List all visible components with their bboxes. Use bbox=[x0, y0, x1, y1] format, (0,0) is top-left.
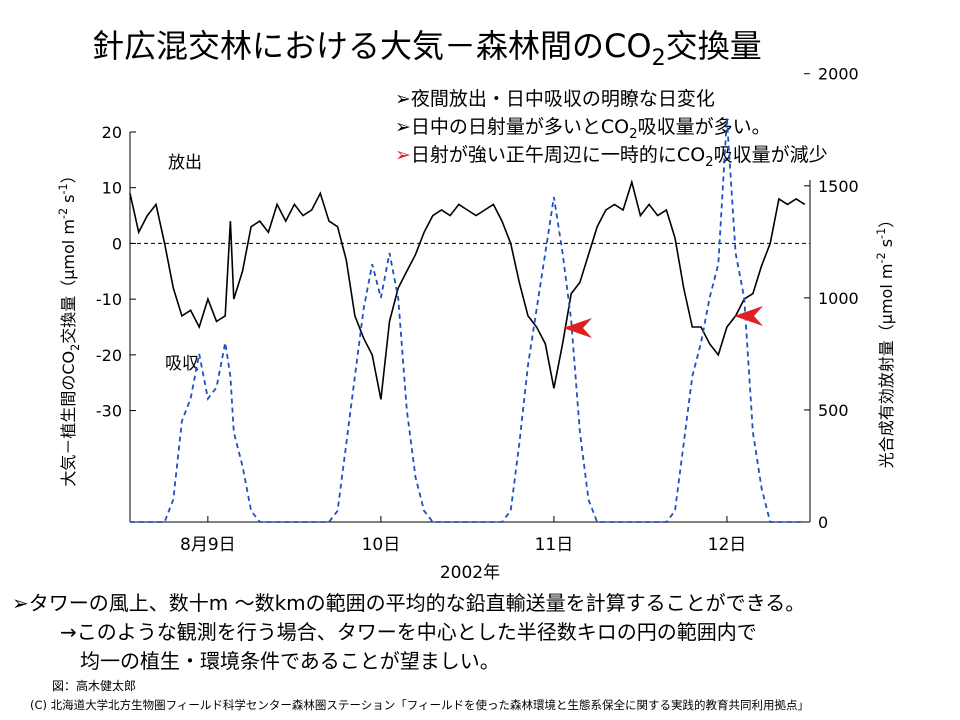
label-part: -2 bbox=[57, 208, 70, 219]
x-tick-label: 12日 bbox=[708, 535, 747, 555]
label-part: 交換量（μmol m bbox=[59, 219, 78, 344]
label-part: 大気－植生間のCO bbox=[59, 351, 78, 487]
y2-axis-label: 光合成有効放射量（μmol m-2 s-1） bbox=[875, 212, 896, 468]
annotation: 放出 bbox=[168, 153, 202, 173]
title-part: 針広混交林における大気－森林間のCO bbox=[92, 27, 652, 65]
bullet: ➢夜間放出・日中吸収の明瞭な日変化 bbox=[395, 88, 715, 110]
label-part: ） bbox=[59, 167, 78, 183]
y-tick-label: -10 bbox=[96, 290, 122, 309]
copyright: (C) 北海道大学北方生物圏フィールド科学センター森林圏ステーション「フィールド… bbox=[30, 698, 809, 712]
bullets: ➢夜間放出・日中吸収の明瞭な日変化 ➢日中の日射量が多いとCO2吸収量が多い。 … bbox=[395, 88, 828, 170]
bullet: ➢日中の日射量が多いとCO2吸収量が多い。 bbox=[395, 116, 771, 142]
label-part: s bbox=[59, 195, 78, 208]
red-arrow bbox=[563, 318, 592, 338]
bullet-text: 吸収量が多い。 bbox=[638, 116, 771, 138]
label-part: -1 bbox=[57, 183, 70, 194]
title: 針広混交林における大気－森林間のCO2交換量 bbox=[92, 27, 762, 71]
bullet-text: 吸収量が減少 bbox=[714, 144, 828, 166]
note: ➢タワーの風上、数十m ～数kmの範囲の平均的な鉛直輸送量を計算することができる… bbox=[12, 591, 805, 615]
title-part: 交換量 bbox=[666, 27, 762, 65]
y-tick-label: -30 bbox=[96, 402, 122, 421]
label-part: 光合成有効放射量（μmol m bbox=[877, 264, 896, 469]
x-axis-label: 2002年 bbox=[440, 563, 500, 583]
y-axis-label: 大気－植生間のCO2交換量（μmol m-2 s-1） bbox=[57, 167, 82, 486]
bullet-text: ➢日中の日射量が多いとCO bbox=[395, 116, 629, 138]
note: 均一の植生・環境条件であることが望ましい。 bbox=[80, 649, 500, 673]
y-tick-label: -20 bbox=[96, 346, 122, 365]
label-part: -2 bbox=[875, 252, 888, 263]
y2-tick-label: 2000 bbox=[818, 65, 859, 84]
y2-tick-label: 500 bbox=[818, 401, 849, 420]
annotation: 吸収 bbox=[165, 354, 199, 374]
series-line bbox=[130, 118, 805, 523]
credit: 図：高木健太郎 bbox=[52, 678, 136, 693]
bullet-marker: ➢ bbox=[395, 144, 411, 166]
series-line bbox=[129, 179, 806, 400]
label-part: -1 bbox=[875, 228, 888, 239]
plot: -30 -20 -10 0 10 20 0 500 1000 1500 2000 8月9日 10日 11日… bbox=[96, 65, 859, 555]
title-part: 2 bbox=[652, 45, 666, 71]
x-tick-label: 10日 bbox=[362, 535, 401, 555]
note: →このような観測を行う場合、タワーを中心とした半径数キロの円の範囲内で bbox=[60, 620, 757, 644]
bullet-text: 2 bbox=[705, 155, 713, 170]
bullet: ➢日射が強い正午周辺に一時的にCO2吸収量が減少 bbox=[395, 144, 828, 170]
y2-tick-label: 1000 bbox=[818, 289, 859, 308]
bullet-text: ➢夜間放出・日中吸収の明瞭な日変化 bbox=[395, 88, 715, 110]
label-part: 2 bbox=[69, 344, 82, 351]
y-tick-label: 0 bbox=[112, 234, 122, 253]
bullet-text: 日射が強い正午周辺に一時的にCO bbox=[411, 144, 705, 166]
red-arrow bbox=[734, 306, 763, 326]
x-tick-label: 11日 bbox=[535, 535, 574, 555]
y2-tick-label: 0 bbox=[818, 513, 828, 532]
y-tick-label: 10 bbox=[102, 179, 122, 198]
y2-tick-label: 1500 bbox=[818, 177, 859, 196]
label-part: s bbox=[877, 239, 896, 252]
x-tick-label: 8月9日 bbox=[180, 535, 236, 555]
label-part: ） bbox=[877, 212, 896, 228]
bullet-text: 2 bbox=[629, 127, 637, 142]
y-tick-label: 20 bbox=[102, 123, 122, 142]
